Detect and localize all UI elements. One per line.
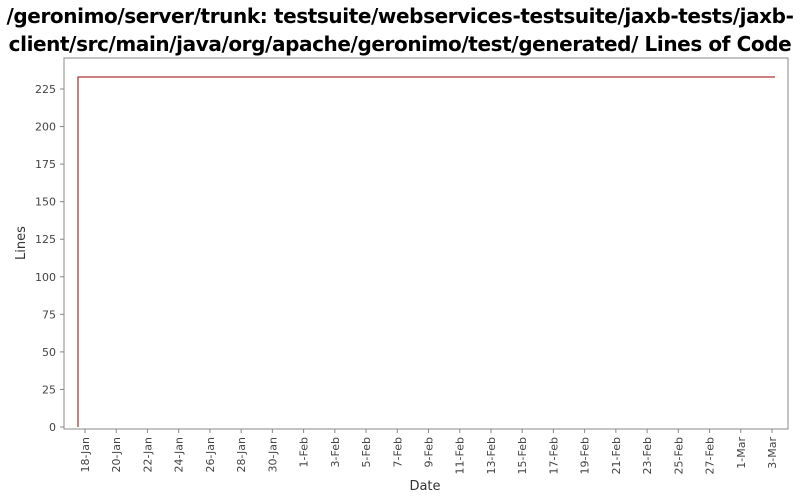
x-tick-label: 13-Feb xyxy=(485,437,498,474)
series-line xyxy=(77,76,775,427)
x-tick-label: 9-Feb xyxy=(423,437,436,467)
x-tick-label: 30-Jan xyxy=(266,437,279,473)
x-axis-label: Date xyxy=(409,479,440,494)
y-axis-ticks: 0 25 50 75 100 125 150 175 200 225 xyxy=(35,83,64,434)
x-tick-label: 7-Feb xyxy=(391,437,404,467)
x-tick-label: 22-Jan xyxy=(141,437,154,473)
x-tick-label: 25-Feb xyxy=(672,437,685,474)
x-tick-label: 20-Jan xyxy=(110,437,123,473)
y-tick-label: 75 xyxy=(42,308,56,321)
x-tick-label: 3-Mar xyxy=(766,437,779,469)
y-axis-label: Lines xyxy=(14,226,29,260)
x-tick-label: 17-Feb xyxy=(547,437,560,474)
x-tick-label: 24-Jan xyxy=(173,437,186,473)
x-tick-label: 23-Feb xyxy=(641,437,654,474)
chart-title: /geronimo/server/trunk: testsuite/webser… xyxy=(6,4,794,56)
x-tick-label: 15-Feb xyxy=(516,437,529,474)
x-tick-label: 21-Feb xyxy=(610,437,623,474)
y-tick-label: 175 xyxy=(35,158,56,171)
x-tick-label: 1-Feb xyxy=(298,437,311,467)
y-tick-label: 0 xyxy=(49,421,56,434)
x-tick-label: 27-Feb xyxy=(704,437,717,474)
y-tick-label: 225 xyxy=(35,83,56,96)
y-tick-label: 150 xyxy=(35,196,56,209)
x-tick-label: 11-Feb xyxy=(454,437,467,474)
x-axis-ticks: 18-Jan 20-Jan 22-Jan 24-Jan 26-Jan 28-Jan 30-J… xyxy=(79,429,779,474)
x-tick-label: 19-Feb xyxy=(579,437,592,474)
x-tick-label: 28-Jan xyxy=(235,437,248,473)
x-tick-label: 5-Feb xyxy=(360,437,373,467)
plot-area xyxy=(63,57,789,430)
y-tick-label: 50 xyxy=(42,346,56,359)
y-tick-label: 100 xyxy=(35,271,56,284)
series-group xyxy=(77,76,775,427)
y-tick-label: 125 xyxy=(35,233,56,246)
x-tick-label: 26-Jan xyxy=(204,437,217,473)
y-tick-label: 25 xyxy=(42,383,56,396)
y-tick-label: 200 xyxy=(35,121,56,134)
x-tick-label: 1-Mar xyxy=(735,437,748,469)
x-tick-label: 18-Jan xyxy=(79,437,92,473)
x-tick-label: 3-Feb xyxy=(329,437,342,467)
